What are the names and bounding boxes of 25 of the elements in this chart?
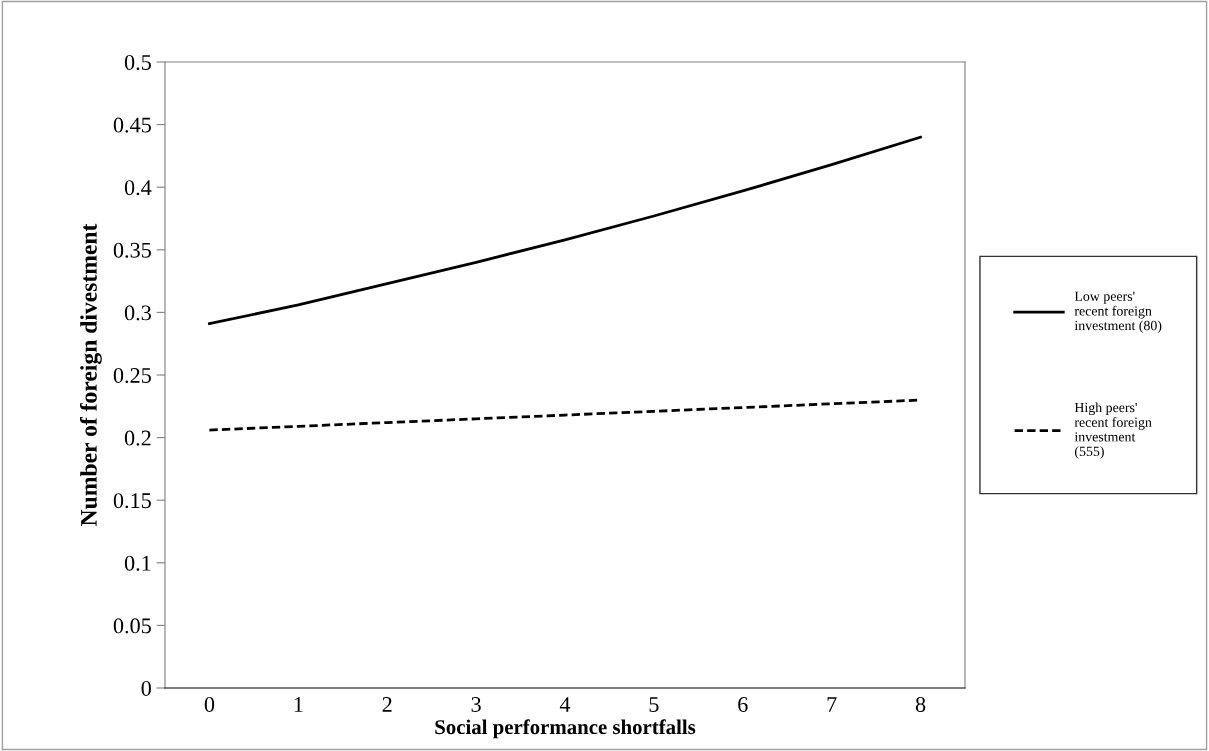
y-tick-label: 0 xyxy=(141,680,151,696)
y-tick-label: 0.5 xyxy=(124,54,151,71)
y-tick-label: 0.3 xyxy=(124,305,151,321)
x-tick-label: 2 xyxy=(382,697,392,712)
x-tick-label: 3 xyxy=(471,697,481,712)
y-axis-title: Number of foreign divestment xyxy=(79,223,102,526)
legend-label: Low peers' recent foreign investment (80) xyxy=(1074,291,1162,333)
x-axis-title: Social performance shortfalls xyxy=(435,719,696,739)
y-tick-label: 0.25 xyxy=(113,367,151,384)
x-tick-label: 8 xyxy=(915,696,926,712)
y-tick-label: 0.4 xyxy=(124,180,152,196)
y-tick-label: 0.15 xyxy=(113,493,151,509)
x-tick-label: 6 xyxy=(738,697,748,712)
line-series xyxy=(208,135,922,326)
y-tick-label: 0.45 xyxy=(113,117,151,133)
y-tick-label: 0.05 xyxy=(113,618,151,634)
y-tick-label: 0.35 xyxy=(113,242,151,258)
x-tick-label: 0 xyxy=(204,696,215,712)
x-tick-label: 1 xyxy=(294,697,303,712)
y-tick-label: 0.1 xyxy=(124,555,151,571)
y-tick-label: 0.2 xyxy=(124,430,151,446)
x-tick-label: 4 xyxy=(559,697,571,712)
x-tick-label: 5 xyxy=(649,697,659,712)
legend-label: High peers' recent foreign investment (555) xyxy=(1074,402,1152,459)
x-tick-label: 7 xyxy=(827,697,837,712)
